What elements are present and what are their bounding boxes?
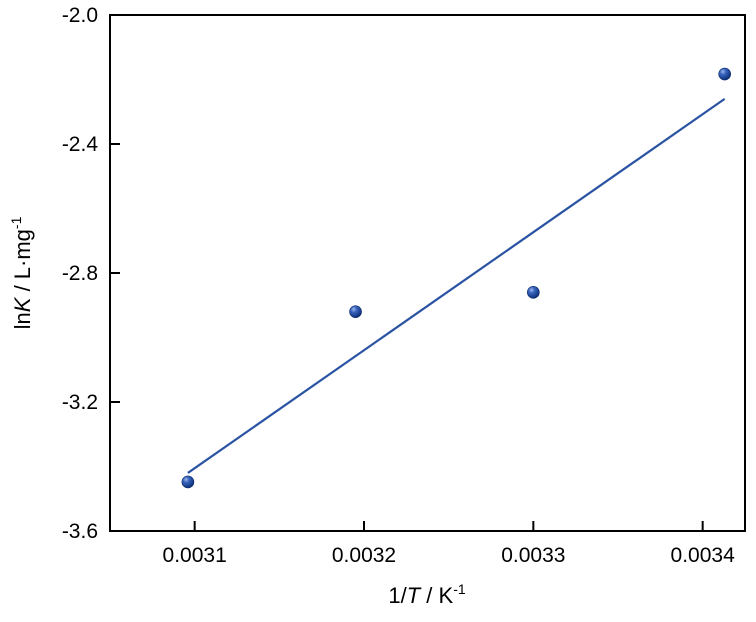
data-point xyxy=(181,475,195,489)
x-axis-ticks: 0.0031 0.0032 0.0033 0.0034 xyxy=(163,521,736,567)
x-tick-label: 0.0032 xyxy=(332,544,396,567)
y-tick-label: -3.6 xyxy=(62,520,98,543)
series-layer xyxy=(181,67,731,489)
y-axis-ticks: -3.6 -3.2 -2.8 -2.4 -2.0 xyxy=(62,4,120,543)
y-tick-label: -2.4 xyxy=(62,133,99,156)
fit-line xyxy=(187,97,726,474)
y-tick-label: -2.0 xyxy=(62,4,98,27)
plot-frame xyxy=(109,14,746,532)
y-tick-label: -3.2 xyxy=(62,391,98,414)
data-point xyxy=(527,286,540,299)
y-axis-title: lnK / L·mg-1 xyxy=(8,216,35,329)
x-axis-title: 1/T / K-1 xyxy=(388,581,465,608)
x-tick-label: 0.0034 xyxy=(671,544,736,567)
y-tick-label: -2.8 xyxy=(62,262,98,285)
x-tick-label: 0.0031 xyxy=(163,544,227,567)
data-point xyxy=(349,305,362,319)
data-point xyxy=(718,67,731,81)
x-tick-label: 0.0033 xyxy=(501,544,565,567)
